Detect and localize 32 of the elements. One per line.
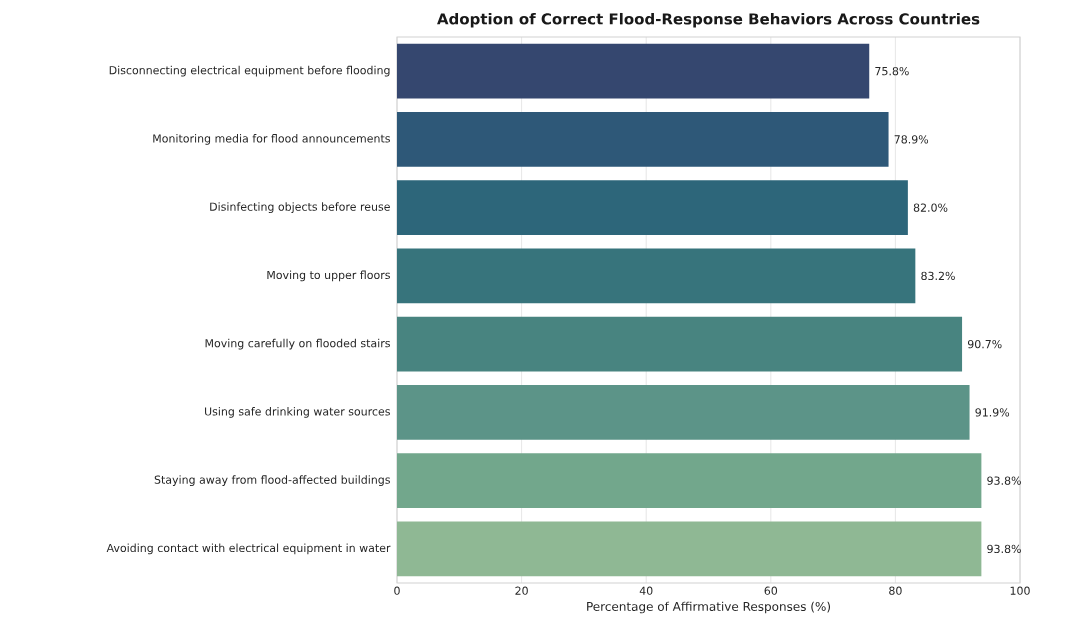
y-tick-label: Staying away from flood-affected buildings: [154, 475, 390, 486]
x-tick-label: 60: [764, 586, 778, 595]
y-tick-label: Using safe drinking water sources: [205, 407, 390, 418]
bar: [397, 112, 889, 167]
y-tick-label: Avoiding contact with electrical equipment in water: [106, 543, 391, 555]
bar: [397, 180, 908, 235]
data-label: 75.8%: [875, 66, 909, 76]
y-tick-label: Disconnecting electrical equipment before flooding: [109, 65, 390, 77]
x-axis-title: Percentage of Affirmative Responses (%): [587, 601, 831, 614]
data-label: 93.8%: [987, 476, 1021, 485]
bar: [397, 521, 982, 577]
x-tick-label: 40: [639, 586, 653, 595]
x-tick-label: 100: [1010, 586, 1030, 595]
data-label: 78.9%: [894, 135, 929, 144]
y-tick-label: Moving carefully on flooded stairs: [205, 338, 390, 350]
bar: [397, 453, 982, 508]
y-tick-label: Monitoring media for flood announcements: [153, 134, 390, 145]
x-tick-label: 0: [394, 586, 400, 595]
chart-title: Adoption of Correct Flood-Response Behaviors Across Countries: [437, 12, 980, 28]
bar: [397, 385, 970, 440]
y-tick-label: Moving to upper floors: [267, 270, 390, 282]
data-label: 93.8%: [987, 544, 1021, 554]
bar: [397, 248, 916, 304]
bar: [397, 316, 963, 372]
data-label: 91.9%: [975, 408, 1010, 417]
data-label: 83.2%: [921, 271, 955, 281]
bar: [397, 43, 870, 99]
x-tick-label: 80: [889, 586, 902, 595]
data-label: 82.0%: [913, 203, 948, 212]
data-label: 90.7%: [967, 339, 1002, 349]
x-tick-label: 20: [515, 586, 528, 595]
y-tick-label: Disinfecting objects before reuse: [210, 202, 390, 213]
